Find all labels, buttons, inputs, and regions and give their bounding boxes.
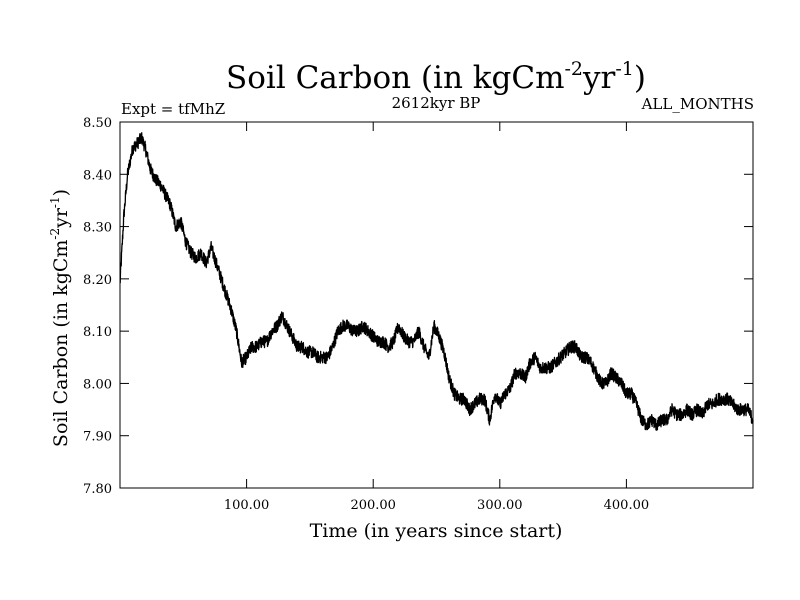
- x-axis: 100.00 200.00 300.00 400.00: [224, 122, 649, 513]
- title-mid: yr: [582, 60, 616, 96]
- ylabel-main: Soil Carbon (in kgCm: [50, 240, 72, 447]
- series-line-soil-carbon: [119, 132, 754, 431]
- months-label: ALL_MONTHS: [641, 95, 754, 113]
- expt-label: Expt = tfMhZ: [121, 100, 225, 118]
- y-axis: 7.80 7.90 8.00 8.10 8.20 8.30 8.40 8.50: [83, 116, 753, 497]
- ylabel-superscript-2: -1: [48, 196, 62, 208]
- x-tick-label: 400.00: [604, 498, 650, 513]
- y-tick-label: 8.30: [83, 221, 112, 236]
- x-tick-label: 100.00: [224, 498, 270, 513]
- y-tick-label: 8.50: [83, 116, 112, 131]
- x-tick-label: 300.00: [477, 498, 523, 513]
- y-tick-label: 8.10: [83, 325, 112, 340]
- x-axis-label: Time (in years since start): [310, 520, 563, 542]
- y-tick-label: 7.90: [83, 430, 112, 445]
- title-superscript-1: -2: [565, 58, 584, 80]
- y-tick-label: 7.80: [83, 482, 112, 497]
- chart-title: Soil Carbon (in kgCm-2yr-1): [226, 58, 646, 96]
- series-layer: [119, 132, 754, 431]
- ylabel-superscript-1: -2: [48, 228, 62, 240]
- ylabel-mid: yr: [50, 207, 72, 229]
- x-tick-label: 200.00: [350, 498, 396, 513]
- period-label: 2612kyr BP: [392, 94, 481, 112]
- y-axis-label: Soil Carbon (in kgCm-2yr-1): [48, 189, 72, 447]
- y-tick-label: 8.00: [83, 377, 112, 392]
- plot-frame: [119, 121, 754, 489]
- y-tick-label: 8.40: [83, 168, 112, 183]
- ylabel-end: ): [50, 189, 72, 196]
- y-tick-label: 8.20: [83, 273, 112, 288]
- title-main: Soil Carbon (in kgCm: [226, 60, 565, 96]
- title-superscript-2: -1: [615, 58, 634, 80]
- title-end: ): [634, 60, 646, 96]
